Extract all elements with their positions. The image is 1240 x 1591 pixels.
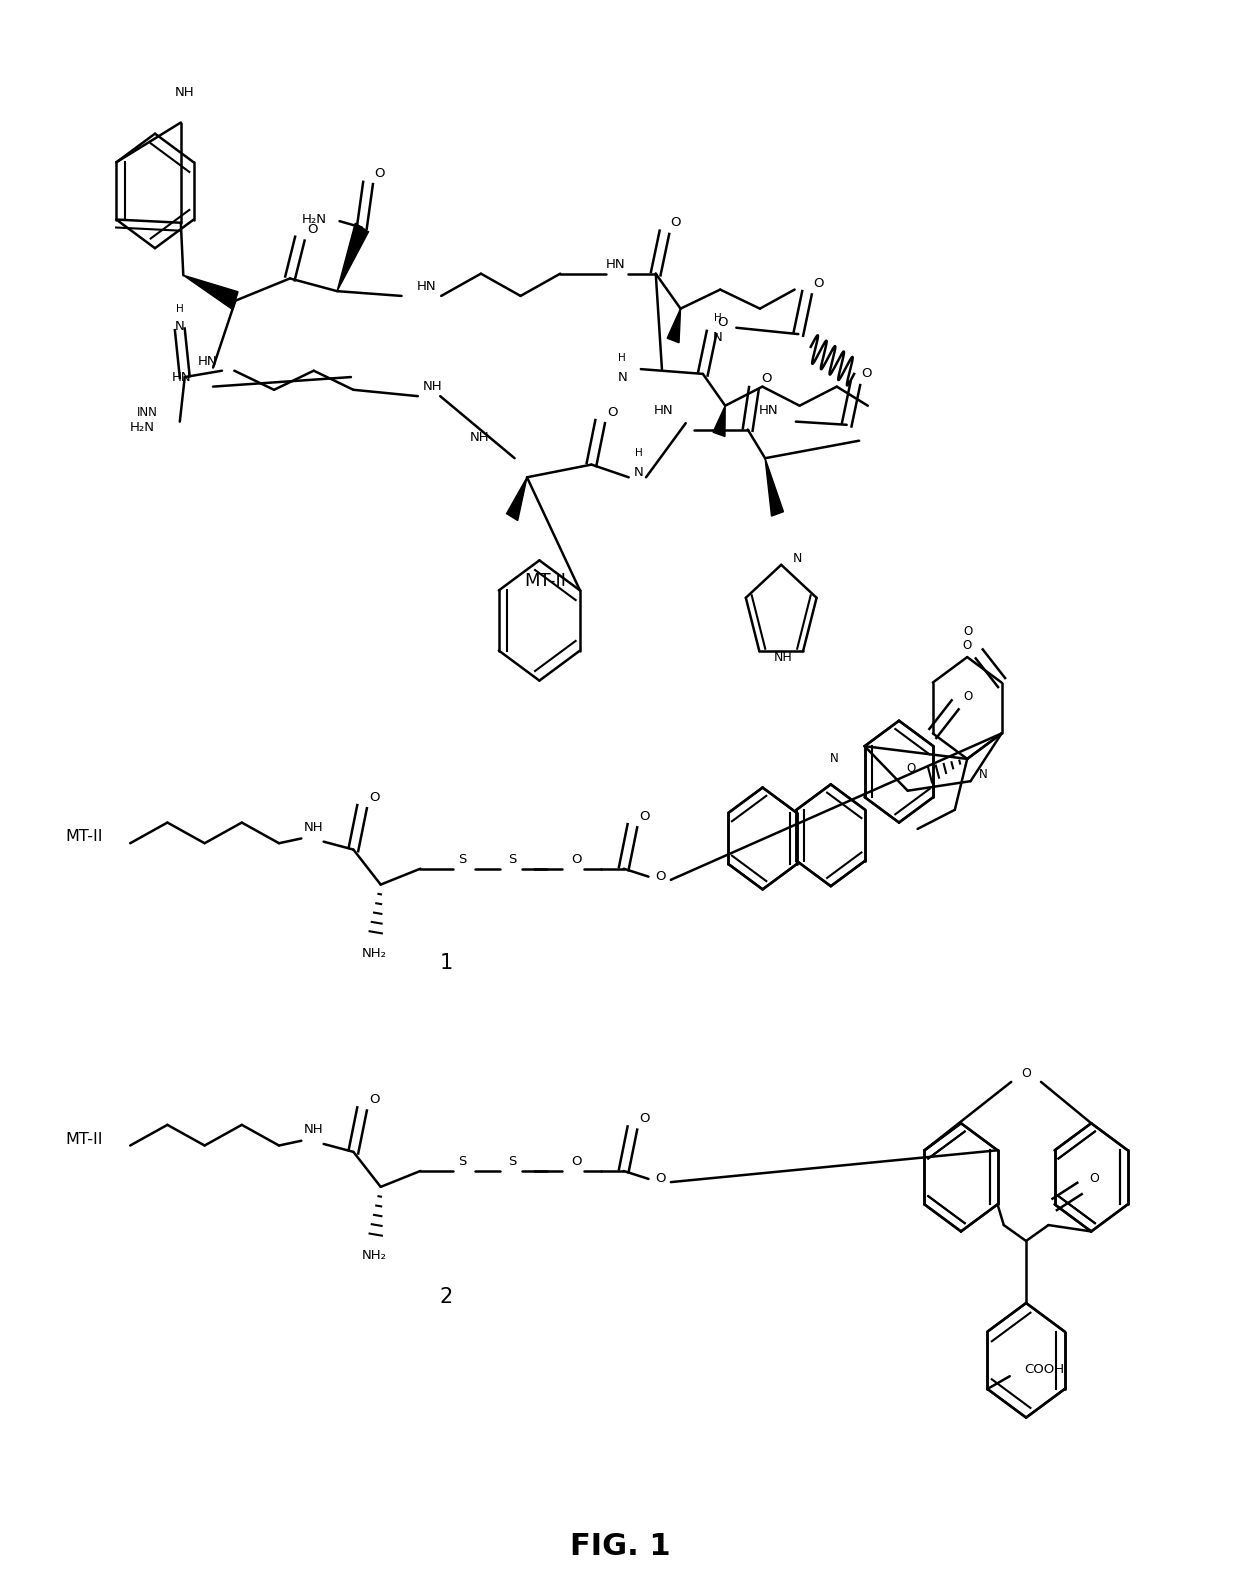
Text: O: O <box>374 167 384 180</box>
Text: N: N <box>713 331 723 344</box>
Text: NH: NH <box>304 1123 324 1136</box>
Text: H: H <box>176 304 184 313</box>
Text: O: O <box>1090 1173 1100 1185</box>
Text: N: N <box>175 320 185 333</box>
Text: O: O <box>813 277 823 290</box>
Text: O: O <box>962 640 971 652</box>
Text: N: N <box>978 768 987 781</box>
Text: N: N <box>792 552 802 565</box>
Text: O: O <box>862 368 872 380</box>
Text: NH: NH <box>774 651 792 663</box>
Text: O: O <box>308 223 317 235</box>
Text: S: S <box>459 853 466 866</box>
Text: O: O <box>761 372 771 385</box>
Text: COOH: COOH <box>1024 1363 1065 1376</box>
Text: S: S <box>459 1155 466 1168</box>
Text: NH₂: NH₂ <box>362 947 387 959</box>
Text: O: O <box>572 853 582 866</box>
Text: O: O <box>656 870 666 883</box>
Text: S: S <box>508 853 516 866</box>
Text: O: O <box>370 791 379 803</box>
Text: N: N <box>830 753 839 765</box>
Text: H: H <box>635 449 642 458</box>
Text: MT-II: MT-II <box>66 1131 103 1147</box>
Text: 2: 2 <box>440 1287 453 1306</box>
Text: H₂N: H₂N <box>130 422 155 434</box>
Polygon shape <box>506 477 527 520</box>
Text: HN: HN <box>172 371 192 383</box>
Text: O: O <box>370 1093 379 1106</box>
Text: HN: HN <box>606 258 626 270</box>
Text: O: O <box>671 216 681 229</box>
Text: H: H <box>619 353 626 363</box>
Text: MT-II: MT-II <box>525 571 567 590</box>
Text: NH₂: NH₂ <box>362 1249 387 1262</box>
Text: O: O <box>1022 1068 1030 1080</box>
Text: S: S <box>508 1155 516 1168</box>
Text: HN: HN <box>759 404 779 417</box>
Polygon shape <box>184 275 238 310</box>
Text: NH: NH <box>470 431 490 444</box>
Text: O: O <box>640 810 650 823</box>
Text: O: O <box>963 625 973 638</box>
Text: HN: HN <box>197 355 217 368</box>
Text: 1: 1 <box>440 953 453 972</box>
Polygon shape <box>765 458 784 515</box>
Text: H₂N: H₂N <box>303 213 327 226</box>
Text: NH: NH <box>423 380 443 393</box>
Polygon shape <box>667 309 681 342</box>
Text: FIG. 1: FIG. 1 <box>569 1532 671 1561</box>
Text: O: O <box>572 1155 582 1168</box>
Polygon shape <box>337 223 368 291</box>
Text: INN: INN <box>138 406 157 418</box>
Text: O: O <box>963 690 972 703</box>
Text: N: N <box>618 371 627 383</box>
Text: NH: NH <box>175 86 195 99</box>
Text: O: O <box>640 1112 650 1125</box>
Text: N: N <box>634 466 644 479</box>
Text: MT-II: MT-II <box>66 829 103 845</box>
Text: NH: NH <box>304 821 324 834</box>
Text: O: O <box>906 762 916 775</box>
Text: HN: HN <box>653 404 673 417</box>
Text: HN: HN <box>417 280 436 293</box>
Text: O: O <box>608 406 618 418</box>
Text: H: H <box>714 313 722 323</box>
Polygon shape <box>713 406 725 436</box>
Text: O: O <box>718 317 728 329</box>
Text: O: O <box>656 1173 666 1185</box>
